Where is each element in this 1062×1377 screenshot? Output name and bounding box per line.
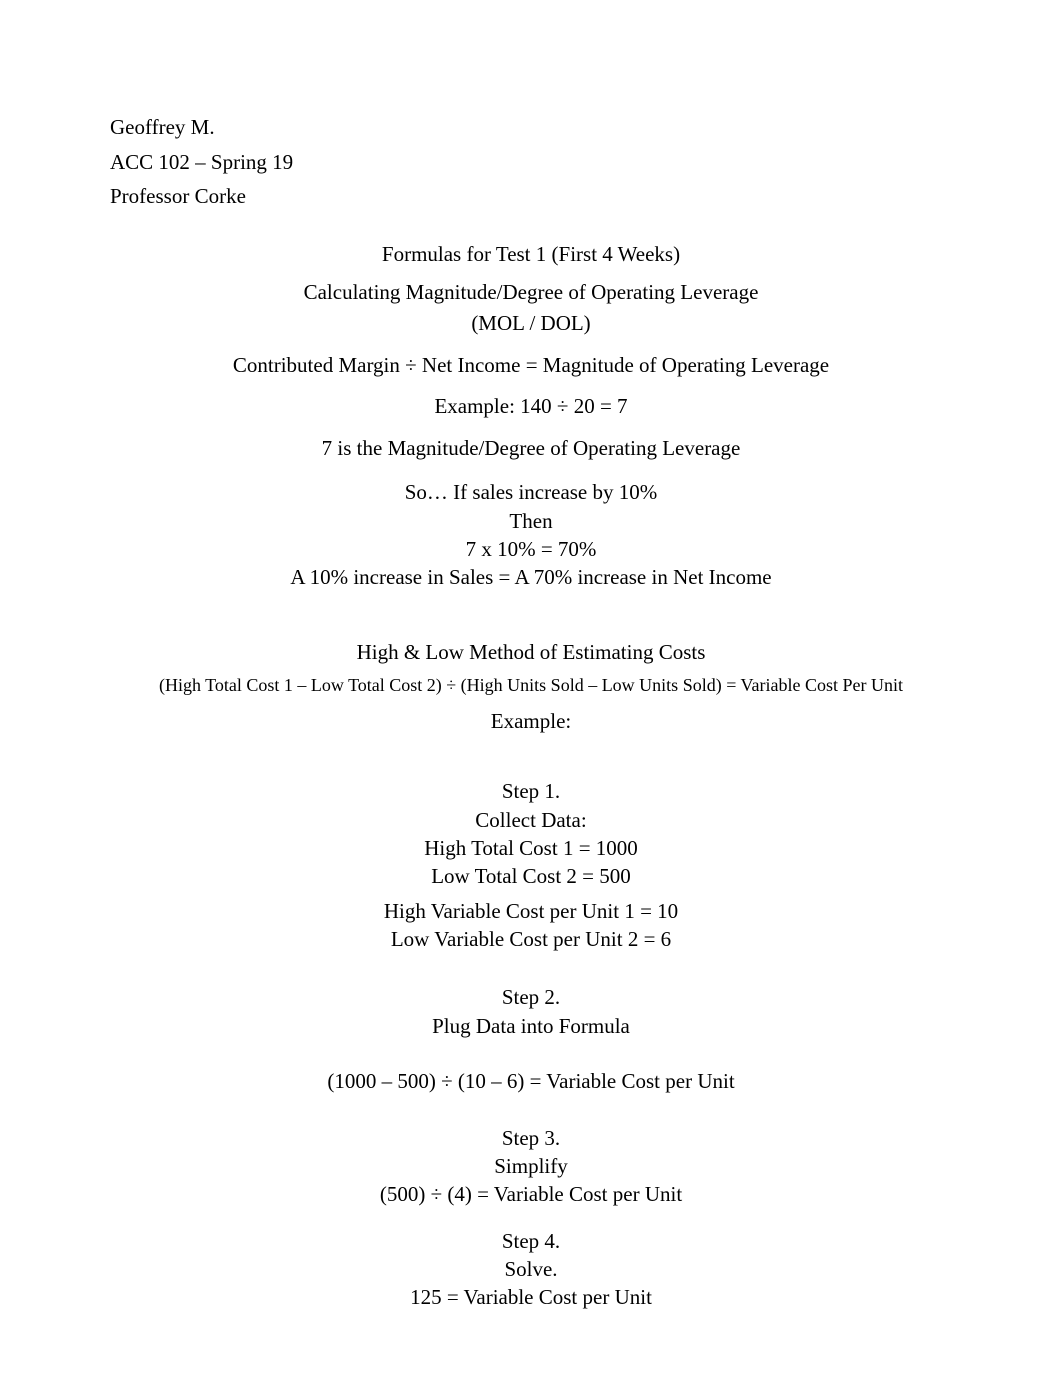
step2-equation: (1000 – 500) ÷ (10 – 6) = Variable Cost … xyxy=(110,1066,952,1098)
mol-heading-line1: Calculating Magnitude/Degree of Operatin… xyxy=(110,277,952,309)
step4-label: Step 4. xyxy=(110,1227,952,1255)
hilo-formula: (High Total Cost 1 – Low Total Cost 2) ÷… xyxy=(110,675,952,696)
step1-data3: High Variable Cost per Unit 1 = 10 xyxy=(110,897,952,925)
mol-example: Example: 140 ÷ 20 = 7 xyxy=(110,391,952,423)
step1-sub: Collect Data: xyxy=(110,806,952,834)
step4-sub: Solve. xyxy=(110,1255,952,1283)
step3-sub: Simplify xyxy=(110,1152,952,1180)
step4-equation: 125 = Variable Cost per Unit xyxy=(110,1283,952,1311)
mol-so-line1: So… If sales increase by 10% xyxy=(110,478,952,506)
student-name: Geoffrey M. xyxy=(110,110,952,145)
step1-data1: High Total Cost 1 = 1000 xyxy=(110,834,952,862)
step1-data2: Low Total Cost 2 = 500 xyxy=(110,862,952,890)
step2-label: Step 2. xyxy=(110,983,952,1011)
step3-equation: (500) ÷ (4) = Variable Cost per Unit xyxy=(110,1180,952,1208)
course-line: ACC 102 – Spring 19 xyxy=(110,145,952,180)
step1-data4: Low Variable Cost per Unit 2 = 6 xyxy=(110,925,952,953)
mol-result: 7 is the Magnitude/Degree of Operating L… xyxy=(110,433,952,465)
step1-label: Step 1. xyxy=(110,777,952,805)
hilo-heading: High & Low Method of Estimating Costs xyxy=(110,640,952,665)
mol-so-line4: A 10% increase in Sales = A 70% increase… xyxy=(110,563,952,591)
professor-line: Professor Corke xyxy=(110,179,952,214)
step2-sub: Plug Data into Formula xyxy=(110,1012,952,1040)
mol-so-line2: Then xyxy=(110,507,952,535)
step3-label: Step 3. xyxy=(110,1124,952,1152)
doc-title: Formulas for Test 1 (First 4 Weeks) xyxy=(110,242,952,267)
hilo-example-label: Example: xyxy=(110,706,952,738)
mol-so-line3: 7 x 10% = 70% xyxy=(110,535,952,563)
mol-formula: Contributed Margin ÷ Net Income = Magnit… xyxy=(110,350,952,382)
mol-heading-line2: (MOL / DOL) xyxy=(110,308,952,340)
